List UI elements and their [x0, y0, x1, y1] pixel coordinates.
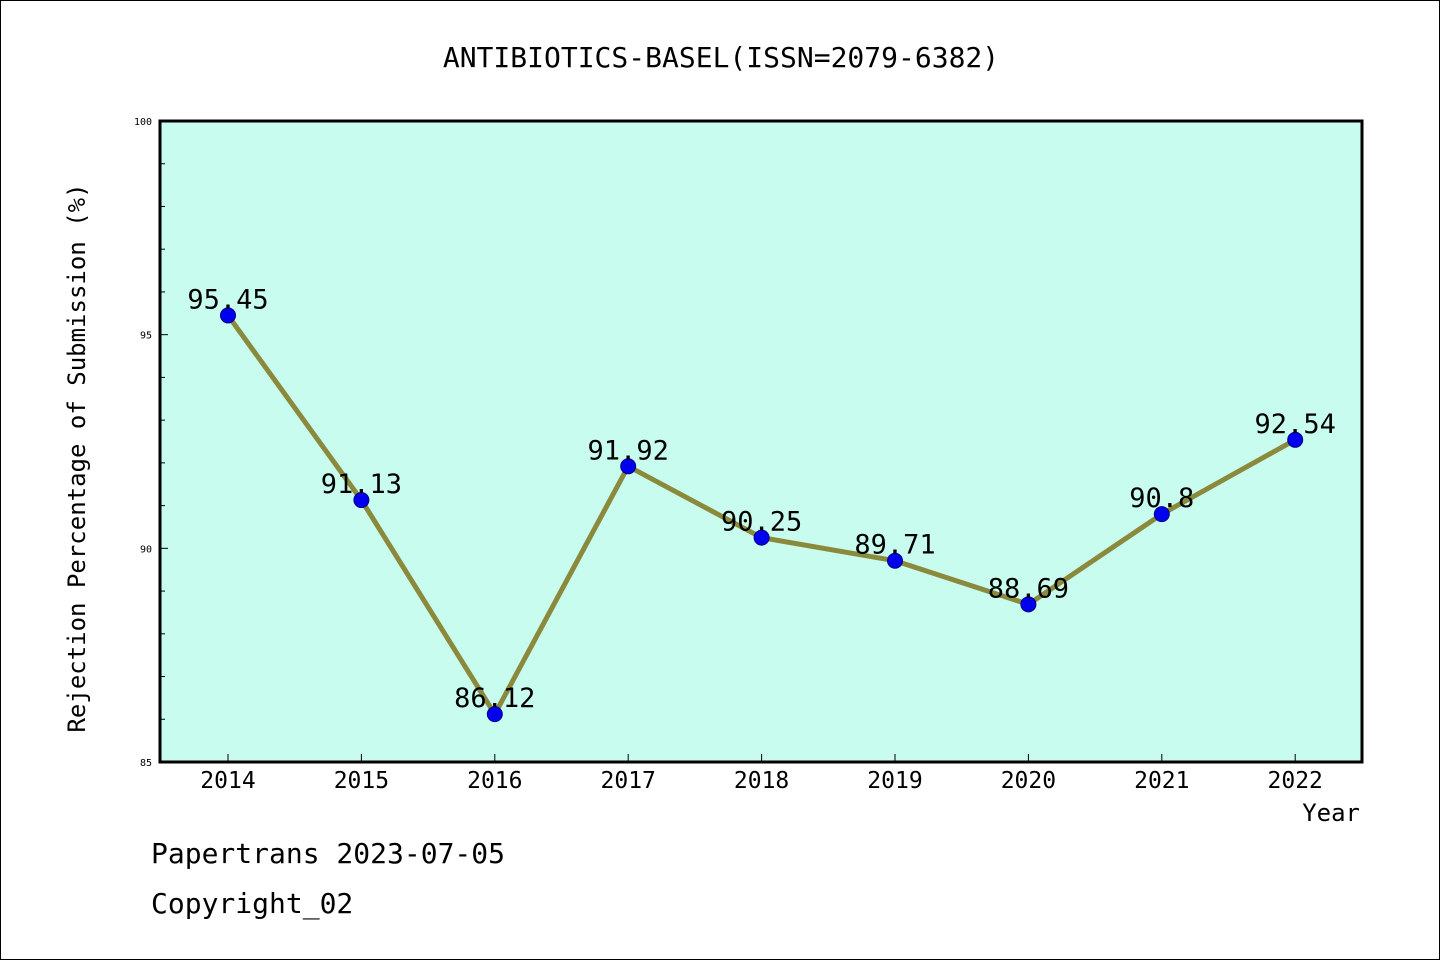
data-point: [1287, 431, 1304, 448]
x-tick-label: 2017: [601, 768, 656, 794]
footer-copyright: Copyright_02: [151, 887, 354, 920]
data-label: 88.69: [988, 573, 1069, 604]
data-point: [220, 307, 236, 324]
x-tick-label: 2015: [334, 768, 389, 794]
data-labels: 95.45 91.13 86.12 91.92 90.25 89.71 88.69 90.8 9…: [187, 284, 1335, 714]
data-point: [486, 706, 503, 723]
x-tick-label: 2020: [1001, 768, 1056, 794]
data-label: 86.12: [454, 683, 535, 714]
chart-title: ANTIBIOTICS-BASEL(ISSN=2079-6382): [443, 41, 999, 74]
data-point: [887, 552, 903, 569]
y-axis: 85 90 95 100: [134, 117, 168, 769]
x-axis: 2014 2015 2016 2017 2018 2019 2020 2021 2022: [200, 754, 1323, 794]
plot-area: [158, 119, 1364, 764]
data-point: [1153, 506, 1170, 523]
x-tick-label: 2016: [467, 768, 522, 794]
data-label: 90.25: [721, 507, 802, 538]
y-tick-label: 90: [140, 544, 152, 555]
footer-date-line: Papertrans 2023-07-05: [151, 837, 506, 870]
data-label: 91.13: [321, 469, 402, 500]
data-label: 89.71: [854, 530, 935, 561]
x-tick-label: 2014: [200, 768, 255, 794]
data-label: 92.54: [1255, 409, 1336, 440]
data-point: [1020, 596, 1037, 613]
data-label: 95.45: [187, 284, 268, 315]
data-label: 91.92: [588, 435, 669, 466]
data-point: [353, 492, 370, 509]
x-tick-label: 2022: [1268, 768, 1323, 794]
x-axis-label: Year: [1302, 799, 1360, 827]
y-axis-label: Rejection Percentage of Submission (%): [63, 183, 91, 732]
y-tick-label: 85: [140, 758, 152, 769]
data-label: 90.8: [1129, 483, 1194, 514]
data-point: [753, 529, 770, 546]
data-point: [620, 458, 637, 475]
x-tick-label: 2019: [867, 768, 922, 794]
data-markers: [220, 307, 1304, 723]
y-tick-label: 95: [140, 331, 152, 342]
x-tick-label: 2021: [1134, 768, 1189, 794]
x-tick-label: 2018: [734, 768, 789, 794]
y-tick-label: 100: [134, 117, 152, 128]
